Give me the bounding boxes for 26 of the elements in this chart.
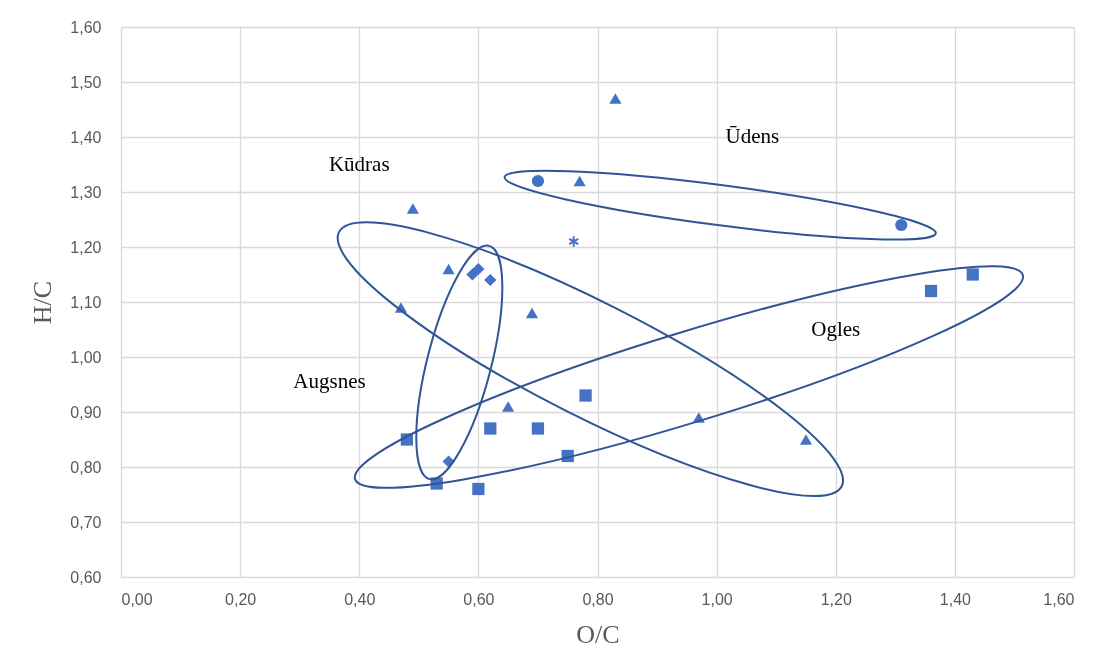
y-tick-label: 1,30 bbox=[70, 183, 102, 201]
annotation: Augsnes bbox=[293, 368, 366, 393]
y-tick-label: 1,10 bbox=[70, 293, 102, 311]
annotation: Ūdens bbox=[725, 124, 780, 148]
x-axis-title: O/C bbox=[576, 619, 620, 649]
y-tick-label: 1,00 bbox=[70, 348, 102, 366]
y-tick-label: 1,50 bbox=[70, 73, 102, 91]
annotation: Ogles bbox=[811, 316, 861, 341]
y-axis-title: H/C bbox=[28, 280, 58, 325]
x-tick-label: 0,40 bbox=[344, 590, 376, 608]
x-tick-label: 1,60 bbox=[1043, 590, 1075, 608]
x-tick-label: 0,00 bbox=[121, 590, 153, 608]
y-tick-label: 1,20 bbox=[70, 238, 102, 256]
x-tick-label: 1,20 bbox=[820, 590, 852, 608]
annotation: Kūdras bbox=[328, 151, 390, 176]
y-tick-label: 0,60 bbox=[70, 568, 102, 586]
x-tick-label: 0,80 bbox=[582, 590, 614, 608]
y-tick-label: 1,40 bbox=[70, 128, 102, 146]
y-tick-label: 1,60 bbox=[70, 18, 102, 36]
x-tick-label: 0,20 bbox=[225, 590, 257, 608]
x-tick-label: 1,00 bbox=[701, 590, 733, 608]
y-tick-label: 0,70 bbox=[70, 513, 102, 531]
x-tick-label: 0,60 bbox=[463, 590, 495, 608]
y-tick-label: 0,90 bbox=[70, 403, 102, 421]
y-tick-label: 0,80 bbox=[70, 458, 102, 476]
x-tick-label: 1,40 bbox=[939, 590, 972, 608]
